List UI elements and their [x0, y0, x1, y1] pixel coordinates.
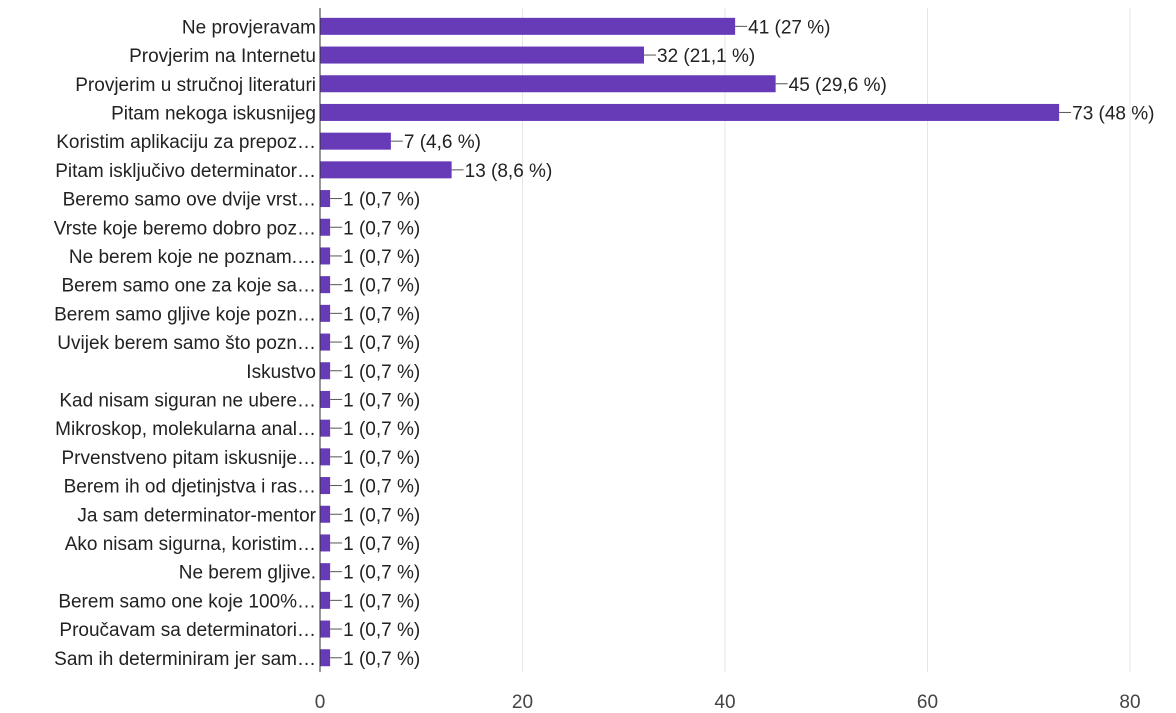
category-label: Proučavam sa determinatori… [59, 620, 316, 641]
category-label: Uvijek berem samo što pozn… [57, 333, 316, 354]
category-label: Prvenstveno pitam iskusnije… [62, 448, 317, 469]
data-label: 32 (21,1 %) [657, 46, 755, 67]
category-label: Berem ih od djetinjstva i ras… [64, 477, 316, 498]
bar [320, 333, 331, 351]
category-label: Berem samo gljive koje pozn… [54, 304, 316, 325]
data-labels: 41 (27 %) 32 (21,1 %) 45 (29,6 %) 73 (48 %)… [343, 17, 1154, 669]
bar [320, 218, 331, 236]
x-tick-label: 80 [1119, 692, 1140, 713]
bar [320, 75, 776, 93]
bar [320, 505, 331, 523]
bars [320, 17, 1060, 667]
category-label: Ne berem koje ne poznam.… [69, 247, 316, 268]
bar [320, 390, 331, 408]
bar [320, 362, 331, 380]
category-label: Vrste koje beremo dobro poz… [54, 218, 316, 239]
category-label: Berem samo one koje 100%… [58, 591, 316, 612]
data-label: 1 (0,7 %) [343, 649, 420, 670]
bar [320, 620, 331, 638]
data-label: 1 (0,7 %) [343, 448, 420, 469]
x-tick-label: 0 [315, 692, 326, 713]
category-label: Berem samo one za koje sa… [61, 276, 316, 297]
leader-lines [330, 25, 1072, 659]
category-label: Kad nisam siguran ne ubere… [59, 390, 316, 411]
data-label: 1 (0,7 %) [343, 276, 420, 297]
data-label: 1 (0,7 %) [343, 304, 420, 325]
data-label: 7 (4,6 %) [404, 132, 481, 153]
data-label: 1 (0,7 %) [343, 620, 420, 641]
data-label: 1 (0,7 %) [343, 505, 420, 526]
bar [320, 276, 331, 294]
data-label: 1 (0,7 %) [343, 419, 420, 440]
category-label: Pitam isključivo determinator… [55, 161, 316, 182]
category-label: Sam ih determiniram jer sam… [54, 649, 316, 670]
category-label: Beremo samo ove dvije vrst… [63, 190, 316, 211]
data-label: 1 (0,7 %) [343, 563, 420, 584]
bar [320, 591, 331, 609]
bar [320, 563, 331, 581]
data-label: 1 (0,7 %) [343, 591, 420, 612]
bar [320, 46, 644, 64]
category-label: Ja sam determinator-mentor [77, 505, 316, 526]
category-label: Pitam nekoga iskusnijeg [111, 103, 316, 124]
bar [320, 419, 331, 437]
data-label: 1 (0,7 %) [343, 190, 420, 211]
data-label: 13 (8,6 %) [465, 161, 553, 182]
category-label: Provjerim u stručnoj literaturi [75, 75, 316, 96]
category-label: Iskustvo [246, 362, 316, 383]
category-label: Provjerim na Internetu [129, 46, 316, 67]
data-label: 1 (0,7 %) [343, 477, 420, 498]
data-label: 1 (0,7 %) [343, 218, 420, 239]
data-label: 1 (0,7 %) [343, 390, 420, 411]
bar [320, 448, 331, 466]
bar [320, 161, 452, 179]
bar [320, 649, 331, 667]
x-tick-label: 20 [512, 692, 533, 713]
data-label: 1 (0,7 %) [343, 333, 420, 354]
x-tick-label: 40 [714, 692, 735, 713]
data-label: 1 (0,7 %) [343, 534, 420, 555]
data-label: 41 (27 %) [748, 17, 830, 38]
bar [320, 247, 331, 265]
data-label: 73 (48 %) [1072, 103, 1154, 124]
bar [320, 477, 331, 495]
x-axis-tick-labels: 0 20 40 60 80 [315, 692, 1141, 713]
bar [320, 534, 331, 552]
category-label: Mikroskop, molekularna anal… [55, 419, 316, 440]
category-labels: Ne provjeravam Provjerim na Internetu Prov… [54, 17, 317, 669]
bar [320, 132, 391, 150]
category-label: Ne berem gljive. [179, 563, 316, 584]
category-label: Ne provjeravam [182, 17, 316, 38]
x-tick-label: 60 [917, 692, 938, 713]
data-label: 45 (29,6 %) [789, 75, 887, 96]
category-label: Koristim aplikaciju za prepoz… [56, 132, 316, 153]
category-label: Ako nisam sigurna, koristim… [65, 534, 316, 555]
bar [320, 17, 736, 35]
bar [320, 190, 331, 208]
data-label: 1 (0,7 %) [343, 247, 420, 268]
data-label: 1 (0,7 %) [343, 362, 420, 383]
bar [320, 103, 1060, 121]
bar [320, 304, 331, 322]
